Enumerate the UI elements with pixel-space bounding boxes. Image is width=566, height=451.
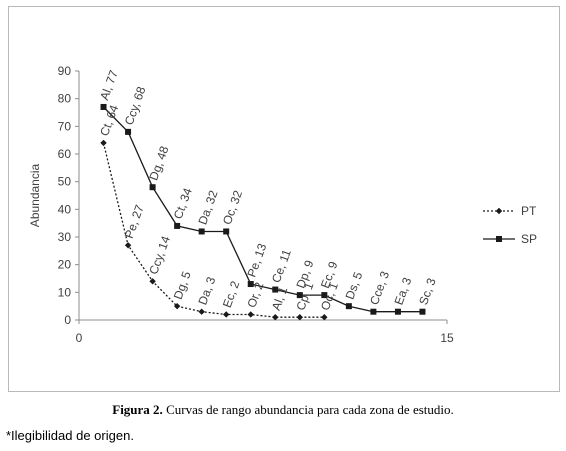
legend-marker-sp: [496, 236, 502, 242]
data-point-sp: [272, 286, 279, 293]
data-label-sp: Ce, 11: [269, 247, 294, 284]
caption-label: Figura 2.: [112, 402, 163, 417]
data-point-pt: [149, 278, 156, 285]
data-label-sp: Al, 77: [97, 68, 121, 102]
data-point-sp: [198, 228, 205, 235]
data-label-pt: Dg, 5: [171, 269, 194, 301]
data-point-pt: [124, 242, 132, 249]
data-label-sp: Oc, 32: [220, 188, 245, 226]
series-line-pt: [102, 142, 325, 318]
data-point-sp: [223, 228, 230, 235]
data-point-sp: [296, 292, 303, 299]
data-point-sp: [345, 303, 352, 310]
data-label-sp: Pe, 13: [244, 241, 269, 279]
data-label-sp: Dg, 48: [146, 144, 171, 182]
data-point-sp: [174, 222, 181, 229]
y-tick-label: 0: [64, 313, 71, 327]
figure-caption: Figura 2. Curvas de rango abundancia par…: [0, 402, 566, 418]
y-tick-label: 70: [58, 119, 72, 133]
data-label-pt: Ccy, 14: [146, 234, 173, 276]
y-tick-label: 20: [58, 258, 72, 272]
chart-frame: 0 10 20 30 40 50 60 70 80 90 0 15 Abundancia Ct, 64 P…: [8, 6, 560, 392]
y-tick-label: 60: [58, 147, 72, 161]
data-point-pt: [247, 311, 254, 318]
series-line-sp: [103, 106, 423, 313]
data-point-sp: [100, 103, 107, 110]
data-point-pt: [173, 302, 181, 310]
legend-label-pt: PT: [521, 204, 537, 218]
y-axis-title: Abundancia: [28, 163, 42, 227]
y-tick-label: 10: [58, 285, 72, 299]
legend-label-sp: SP: [521, 232, 537, 246]
data-point-sp: [125, 128, 132, 135]
data-label-pt: Ec, 2: [220, 279, 243, 310]
data-label-sp: Ct, 34: [171, 186, 195, 221]
caption-text: Curvas de rango abundancia para cada zon…: [162, 402, 454, 417]
y-tick-label: 80: [58, 92, 72, 106]
data-label-sp: Ds, 5: [343, 270, 366, 301]
y-tick-label: 90: [58, 64, 72, 78]
data-point-pt: [272, 314, 279, 321]
series-layer: [100, 103, 426, 321]
data-point-pt: [296, 314, 303, 321]
x-tick-label: 15: [440, 331, 454, 345]
data-point-pt: [223, 311, 230, 318]
x-tick-label: 0: [76, 331, 83, 345]
data-label-sp: Da, 32: [195, 188, 220, 226]
data-label-pt: Pe, 27: [122, 203, 147, 241]
data-label-pt: Da, 3: [195, 275, 218, 307]
data-point-sp: [370, 308, 377, 315]
data-point-sp: [321, 292, 328, 299]
axes: 0 10 20 30 40 50 60 70 80 90 0 15 Abundancia: [28, 64, 454, 345]
data-label-sp: Ccy, 68: [122, 84, 149, 126]
data-label-sp: Sc, 3: [416, 276, 439, 307]
data-label-sp: Ea, 3: [392, 275, 415, 306]
legend-marker-pt: [495, 207, 503, 215]
y-tick-label: 50: [58, 175, 72, 189]
y-tick-label: 40: [58, 202, 72, 216]
data-point-sp: [419, 308, 426, 315]
data-label-sp: Cce, 3: [367, 269, 392, 307]
y-tick-label: 30: [58, 230, 72, 244]
data-point-pt: [198, 308, 205, 315]
data-point-sp: [149, 184, 156, 191]
data-point-sp: [247, 281, 254, 288]
data-label-pt: Or, 2: [244, 280, 266, 310]
data-point-pt: [100, 139, 107, 147]
data-point-pt: [321, 314, 328, 321]
data-point-sp: [394, 308, 401, 315]
legend: PT SP: [483, 204, 537, 246]
footnote: *Ilegibilidad de origen.: [6, 428, 134, 443]
